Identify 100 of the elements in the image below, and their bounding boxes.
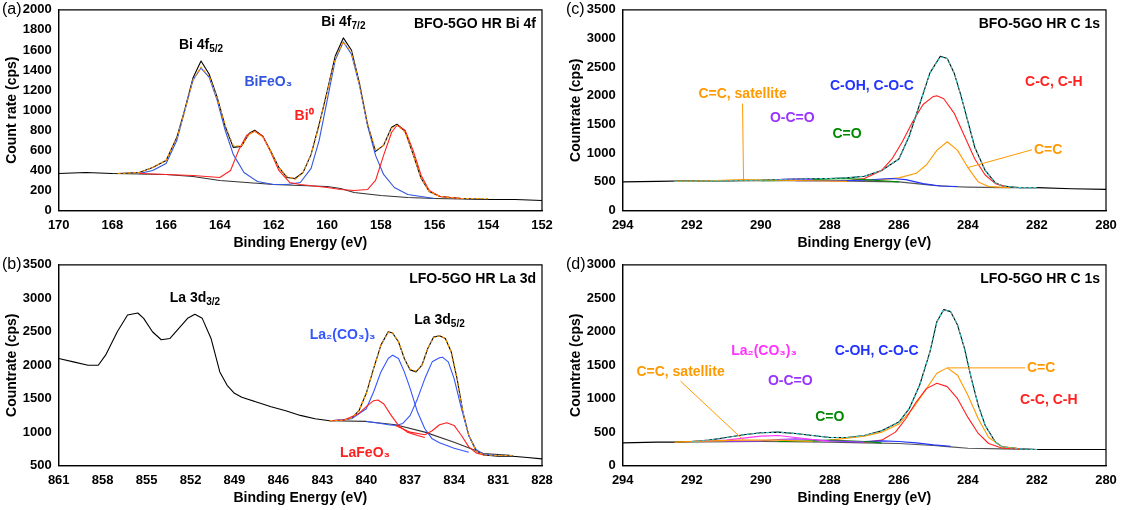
y-axis-title: Countrate (cps): [567, 313, 584, 417]
text: (d): [566, 255, 586, 273]
y-tick-label: 3000: [22, 289, 52, 305]
text: (b): [2, 255, 22, 273]
x-tick-label: 858: [91, 471, 114, 487]
x-tick-label: 846: [267, 471, 290, 487]
x-tick-label: 288: [818, 471, 841, 487]
x-tick-label: 292: [680, 471, 703, 487]
y-tick-label: 2500: [22, 323, 52, 339]
x-tick-label: 288: [818, 216, 841, 232]
text: O-C=O: [767, 371, 813, 388]
x-tick-label: 156: [423, 216, 446, 232]
x-tick-label: 170: [47, 216, 70, 232]
text: La₂(CO₃)₃: [731, 342, 797, 359]
y-tick-label: 600: [30, 141, 52, 157]
y-tick-label: 2000: [586, 87, 616, 103]
text: C=C: [1034, 140, 1063, 157]
x-tick-label: 284: [957, 216, 980, 232]
x-tick-label: 294: [611, 216, 635, 232]
text: C-C, C-H: [1020, 391, 1078, 408]
y-axis-title: Countrate (cps): [3, 313, 20, 417]
x-tick-label: 152: [531, 216, 553, 232]
y-tick-label: 1800: [22, 21, 52, 37]
y-tick-label: 1500: [586, 356, 616, 372]
y-axis-title: Countrate (cps): [567, 58, 584, 162]
x-tick-label: 286: [888, 471, 910, 487]
x-tick-label: 160: [316, 216, 339, 232]
x-tick-label: 168: [101, 216, 124, 232]
x-axis-title: Binding Energy (eV): [797, 234, 932, 251]
chart-title: LFO-5GO HR C 1s: [980, 269, 1101, 286]
x-tick-label: 280: [1095, 471, 1117, 487]
y-tick-label: 3000: [586, 256, 616, 272]
y-tick-label: 800: [30, 121, 52, 137]
y-tick-label: 2000: [22, 356, 52, 372]
text: C=C, satellite: [636, 363, 725, 380]
x-tick-label: 834: [443, 471, 466, 487]
text: C=C, satellite: [698, 85, 787, 102]
chart-title: LFO-5GO HR La 3d: [409, 269, 537, 286]
y-tick-label: 400: [30, 162, 52, 178]
y-tick-label: 1600: [22, 41, 52, 57]
x-tick-label: 852: [179, 471, 202, 487]
x-tick-label: 294: [611, 471, 635, 487]
x-tick-label: 154: [477, 216, 500, 232]
series-label: LaFeO₃: [339, 443, 391, 460]
series-label: C=O: [815, 408, 845, 425]
x-tick-label: 828: [531, 471, 553, 487]
text: C-OH, C-O-C: [834, 341, 919, 358]
text: C-OH, C-O-C: [829, 77, 914, 94]
x-tick-label: 162: [262, 216, 285, 232]
x-tick-label: 837: [399, 471, 422, 487]
y-tick-label: 0: [608, 202, 616, 218]
y-tick-label: 3000: [586, 30, 616, 46]
y-tick-label: 2500: [586, 289, 616, 305]
text: C=C: [1027, 358, 1056, 375]
chart-title: BFO-5GO HR Bi 4f: [413, 14, 537, 31]
x-axis-title: Binding Energy (eV): [233, 489, 368, 506]
y-tick-label: 0: [608, 457, 616, 473]
y-tick-label: 500: [594, 423, 616, 439]
y-tick-label: 2000: [586, 323, 616, 339]
y-tick-label: 1000: [22, 423, 52, 439]
y-tick-label: 1400: [22, 61, 52, 77]
x-axis-title: Binding Energy (eV): [797, 489, 932, 506]
y-tick-label: 200: [30, 182, 52, 198]
y-tick-label: 2000: [22, 1, 52, 17]
text: C-C, C-H: [1025, 72, 1083, 89]
y-tick-label: 1000: [586, 144, 616, 160]
series-label: La₂(CO₃)₃: [309, 326, 376, 343]
x-tick-label: 164: [208, 216, 232, 232]
x-tick-label: 158: [370, 216, 392, 232]
x-tick-label: 282: [1026, 216, 1048, 232]
x-tick-label: 292: [680, 216, 703, 232]
text: Bi⁰: [294, 107, 314, 124]
text: O-C=O: [769, 108, 815, 125]
y-tick-label: 3500: [586, 1, 616, 17]
y-tick-label: 2500: [586, 58, 616, 74]
text: BiFeO₃: [244, 72, 293, 89]
x-tick-label: 840: [355, 471, 378, 487]
y-tick-label: 1000: [22, 101, 52, 117]
chart-title: BFO-5GO HR C 1s: [978, 14, 1101, 31]
y-tick-label: 500: [594, 173, 616, 189]
text: C=O: [832, 125, 862, 142]
x-tick-label: 855: [135, 471, 158, 487]
y-tick-label: 1500: [22, 390, 52, 406]
x-tick-label: 166: [155, 216, 177, 232]
x-tick-label: 290: [749, 216, 772, 232]
text: (c): [566, 0, 585, 18]
y-tick-label: 3500: [22, 256, 52, 272]
y-tick-label: 0: [44, 202, 52, 218]
y-tick-label: 1000: [586, 390, 616, 406]
y-tick-label: 500: [30, 457, 52, 473]
y-tick-label: 1200: [22, 81, 52, 97]
x-tick-label: 282: [1026, 471, 1048, 487]
x-tick-label: 861: [47, 471, 70, 487]
x-axis-title: Binding Energy (eV): [233, 234, 368, 251]
x-tick-label: 843: [311, 471, 334, 487]
x-tick-label: 849: [223, 471, 246, 487]
x-tick-label: 280: [1095, 216, 1117, 232]
x-tick-label: 284: [957, 471, 980, 487]
y-axis-title: Count rate (cps): [3, 56, 20, 164]
x-tick-label: 831: [487, 471, 509, 487]
